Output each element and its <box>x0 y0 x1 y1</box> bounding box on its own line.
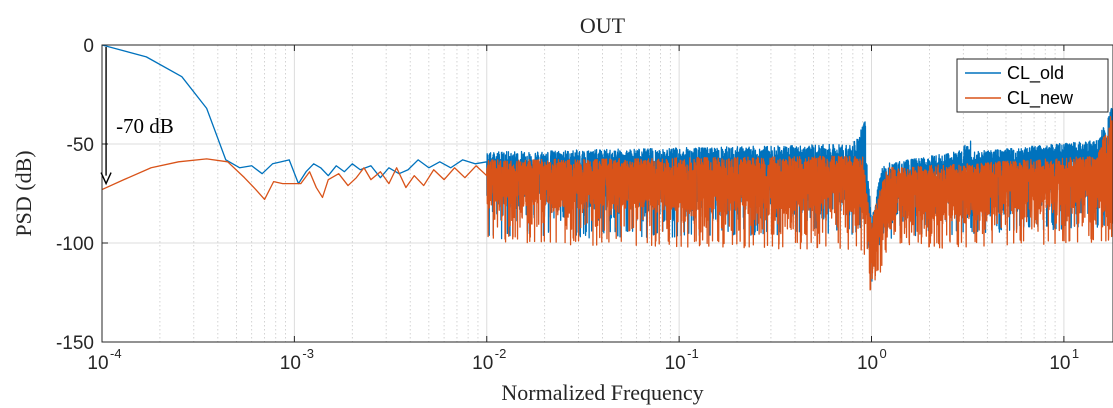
x-tick-exponent: 1 <box>1072 346 1079 361</box>
y-tick-label: -150 <box>56 333 94 354</box>
x-axis-ticks: 10 -4 10 -3 10 -2 10 -1 10 0 10 1 <box>87 45 1079 374</box>
x-tick-label: 10 <box>1049 353 1070 374</box>
x-tick-exponent: -2 <box>495 346 507 361</box>
x-axis-label: Normalized Frequency <box>501 380 703 405</box>
x-tick-label: 10 <box>665 353 686 374</box>
legend: CL_old CL_new <box>956 58 1109 113</box>
legend-label: CL_old <box>1007 63 1064 84</box>
x-tick-label: 10 <box>857 353 878 374</box>
series-line-cl-new <box>102 116 1113 291</box>
x-tick-exponent: -3 <box>302 346 314 361</box>
x-tick-label: 10 <box>87 353 108 374</box>
x-tick-label: 10 <box>472 353 493 374</box>
annotation-label: -70 dB <box>116 114 174 138</box>
chart-title: OUT <box>580 13 626 38</box>
x-tick-exponent: 0 <box>880 346 887 361</box>
legend-label: CL_new <box>1007 88 1074 109</box>
y-axis-label: PSD (dB) <box>11 150 36 236</box>
annotation-arrow-head <box>100 172 112 186</box>
legend-box <box>956 58 1109 113</box>
x-tick-exponent: -4 <box>110 346 122 361</box>
y-tick-label: -50 <box>67 135 94 156</box>
x-tick-label: 10 <box>280 353 301 374</box>
series-layer <box>102 45 1113 291</box>
y-tick-label: -100 <box>56 234 94 255</box>
plot-border <box>101 44 1113 343</box>
y-axis-ticks: 0 -50 -100 -150 <box>56 36 108 354</box>
y-tick-label: 0 <box>83 36 94 57</box>
x-tick-exponent: -1 <box>687 346 699 361</box>
annotation-arrow-group: -70 dB <box>100 46 174 186</box>
